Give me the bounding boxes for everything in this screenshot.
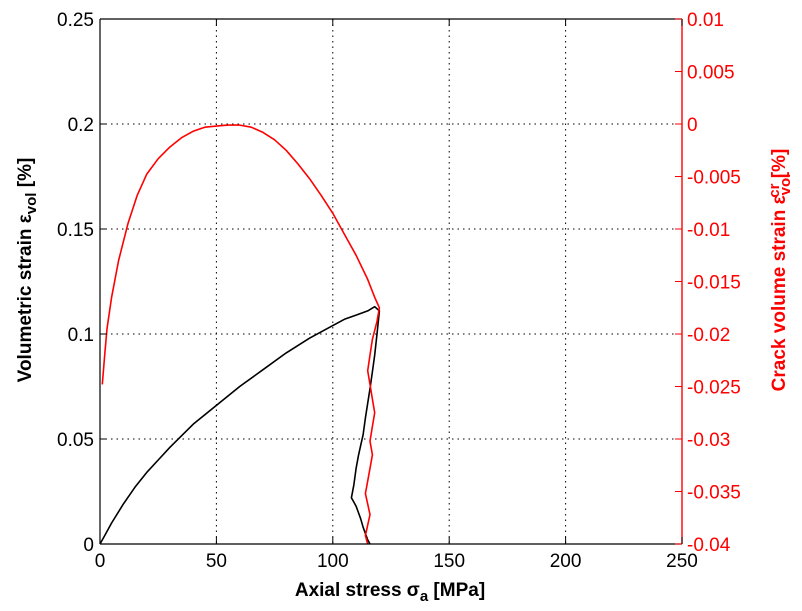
- y-right-tick-label: 0: [687, 115, 698, 136]
- x-axis-title: Axial stress σa [MPa]: [295, 580, 485, 605]
- y-right-tick-label: -0.015: [687, 273, 741, 294]
- y-axis-right-title-sup: cr: [766, 183, 783, 197]
- y-right-tick-label: -0.02: [687, 325, 730, 346]
- y-right-tick-label: -0.005: [687, 168, 741, 189]
- x-tick-label: 100: [317, 551, 349, 572]
- y-axis-left-title-sub: vol: [23, 193, 40, 215]
- series-layer: [99, 124, 381, 545]
- y-axis-right-title-tail: [%]: [769, 149, 790, 184]
- y-left-tick-label: 0.05: [57, 430, 94, 451]
- x-tick-label: 200: [550, 551, 582, 572]
- tick-labels: 0 50 100 150 200 250 0 0.05 0.1 0.15 0.2 0.25 -0.04 -…: [57, 10, 741, 572]
- y-right-tick-label: -0.025: [687, 378, 741, 399]
- y-left-tick-label: 0.2: [68, 115, 94, 136]
- y-axis-right-title-sub: vol: [777, 174, 794, 196]
- y-right-tick-label: 0.005: [687, 63, 735, 84]
- y-right-tick-label: -0.03: [687, 430, 730, 451]
- x-axis-title-sub: a: [420, 588, 429, 605]
- axes-layer: [99, 18, 683, 545]
- y-left-tick-label: 0.15: [57, 220, 94, 241]
- y-right-tick-label: -0.04: [687, 535, 731, 556]
- y-right-tick-label: -0.035: [687, 483, 741, 504]
- grid-lines: [100, 19, 682, 544]
- y-right-tick-label: -0.01: [687, 220, 730, 241]
- y-left-tick-label: 0: [83, 535, 94, 556]
- y-axis-right-title-base: Crack volume strain ε: [769, 195, 790, 391]
- x-tick-label: 0: [95, 551, 106, 572]
- y-left-tick-label: 0.1: [68, 325, 94, 346]
- x-axis-title-tail: [MPa]: [428, 580, 485, 601]
- y-axis-left-title-base: Volumetric strain ε: [15, 214, 36, 382]
- y-axis-left-title: Volumetric strain εvol [%]: [15, 158, 40, 383]
- y-axis-left-title-tail: [%]: [15, 158, 36, 193]
- x-tick-label: 250: [666, 551, 698, 572]
- x-axis-title-base: Axial stress σ: [295, 580, 420, 601]
- x-tick-label: 150: [433, 551, 465, 572]
- x-tick-label: 50: [206, 551, 227, 572]
- series-line-right: [101, 124, 381, 545]
- y-axis-right-title: Crack volume strain εvolcr [%]: [766, 149, 794, 392]
- y-right-tick-label: 0.01: [687, 10, 724, 31]
- y-left-tick-label: 0.25: [57, 10, 94, 31]
- series-line-left: [99, 305, 381, 545]
